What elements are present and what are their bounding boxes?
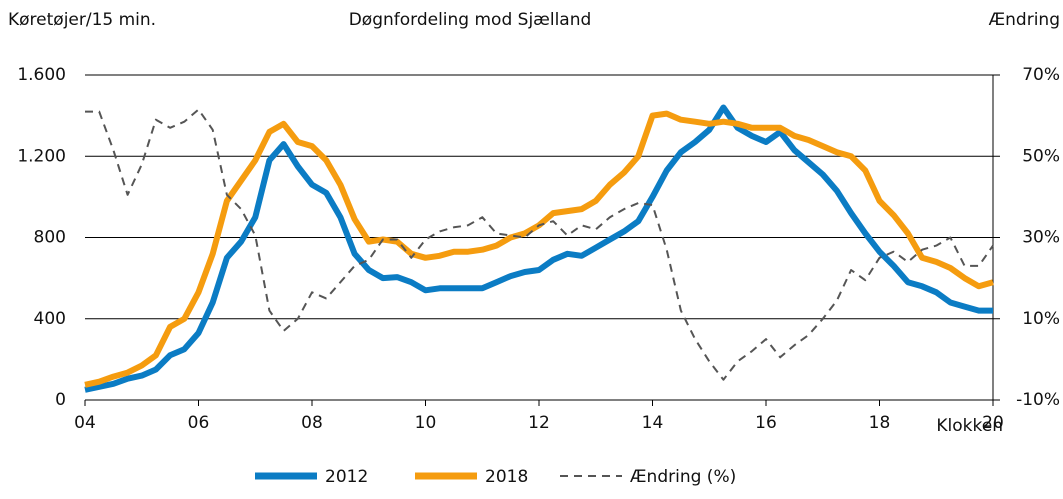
series-line (84, 110, 994, 388)
legend-label: 2012 (325, 467, 368, 487)
y2-tick-label: -10% (1016, 390, 1060, 410)
y-tick-label: 800 (34, 228, 66, 248)
x-tick-label: 14 (642, 413, 664, 433)
y-tick-label: 1.600 (17, 65, 66, 85)
series-line (84, 104, 993, 393)
y2-tick-label: 10% (1022, 309, 1060, 329)
y2-tick-label: 50% (1022, 146, 1060, 166)
x-tick-label: 20 (982, 413, 1004, 433)
y-tick-label: 400 (34, 309, 66, 329)
x-tick-label: 18 (869, 413, 891, 433)
x-tick-label: 10 (415, 413, 437, 433)
x-tick-label: 12 (528, 413, 550, 433)
legend-label: 2018 (485, 467, 528, 487)
chart-title: Døgnfordeling mod Sjælland (349, 10, 592, 30)
x-tick-label: 06 (188, 413, 210, 433)
x-tick-label: 04 (74, 413, 96, 433)
legend-label: Ændring (%) (630, 467, 736, 487)
y2-tick-label: 70% (1022, 65, 1060, 85)
x-axis-label: Klokken (936, 416, 1003, 436)
y-tick-label: 0 (55, 390, 66, 410)
x-tick-label: 08 (301, 413, 323, 433)
y-axis-label: Køretøjer/15 min. (8, 10, 156, 30)
series-line (85, 108, 994, 381)
y2-axis-label: Ændring (989, 10, 1060, 30)
x-tick-label: 16 (755, 413, 777, 433)
y2-tick-label: 30% (1022, 228, 1060, 248)
y-tick-label: 1.200 (17, 146, 66, 166)
